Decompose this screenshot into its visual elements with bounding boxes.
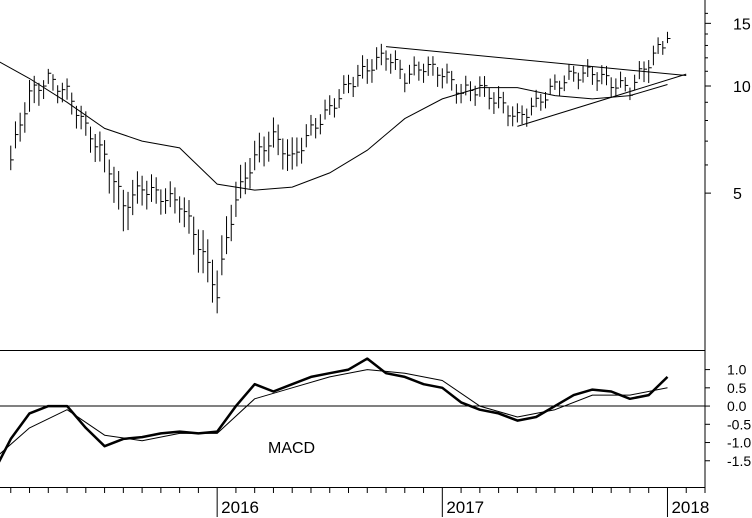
price-y-tick-label: 15	[733, 16, 751, 33]
macd-line	[0, 357, 669, 463]
price-panel: 15 10 5	[0, 12, 751, 314]
macd-signal-line	[0, 369, 668, 455]
macd-y-tick-label: -1.5	[727, 453, 751, 469]
moving-average-line	[0, 61, 668, 191]
macd-y-tick-label: -1.0	[727, 435, 751, 451]
x-tick-label: 2017	[446, 498, 484, 517]
x-tick-label: 2018	[671, 498, 709, 517]
macd-y-tick-label: 1.0	[727, 362, 747, 378]
trendline	[517, 73, 687, 127]
x-tick-label: 2016	[221, 498, 259, 517]
macd-y-tick-label: -0.5	[727, 416, 751, 432]
x-axis: 2016 2017 2018	[10, 487, 709, 517]
macd-y-tick-label: 0.0	[727, 398, 747, 414]
trendline	[385, 46, 687, 77]
macd-annotation: MACD	[268, 440, 315, 457]
price-y-tick-label: 5	[733, 186, 742, 203]
chart-frame	[0, 0, 706, 488]
macd-y-tick-label: 0.5	[727, 380, 747, 396]
price-y-tick-label: 10	[733, 79, 751, 96]
macd-panel: 1.0 0.5 0.0 -0.5 -1.0 -1.5	[0, 357, 751, 469]
